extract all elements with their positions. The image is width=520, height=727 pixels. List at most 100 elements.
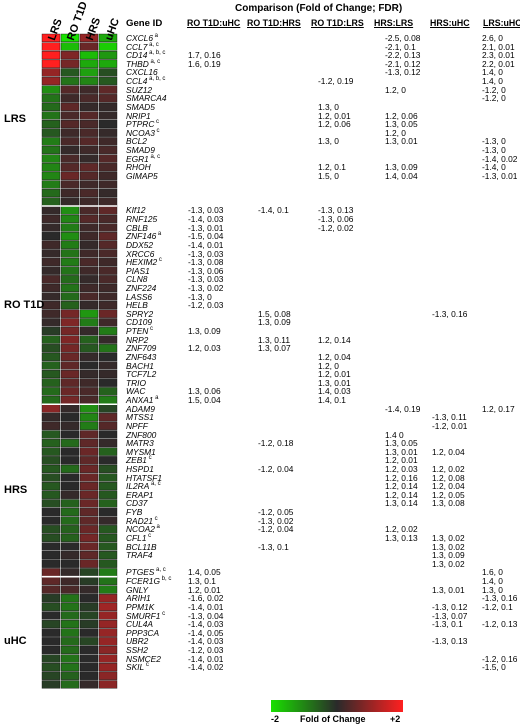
comparison-header: RO T1D:uHC xyxy=(187,18,241,28)
comparison-value: 1.3, 0.01 xyxy=(318,377,351,388)
heatmap-cell xyxy=(60,637,80,646)
heatmap-cell xyxy=(79,232,99,241)
gene-name: ZNF800 xyxy=(126,429,157,440)
heatmap-cell xyxy=(41,240,61,249)
heatmap-cell xyxy=(98,145,118,155)
heatmap-cell xyxy=(60,361,80,370)
heatmap-cell xyxy=(41,145,61,155)
heatmap-cell xyxy=(60,111,80,120)
heatmap-cell xyxy=(98,292,118,301)
heatmap-cell xyxy=(60,594,80,603)
heatmap-cell xyxy=(60,611,80,620)
comparison-value: -1.3, 0.08 xyxy=(188,257,224,268)
comparison-value: -1.3, 0.16 xyxy=(432,308,468,319)
heatmap-cell xyxy=(98,283,118,293)
gene-name: LASS6 xyxy=(126,291,153,302)
heatmap-cell xyxy=(79,68,99,77)
heatmap-cell xyxy=(79,119,99,129)
comparison-value: 1.3, 0.09 xyxy=(188,326,221,337)
comparison-value: -1.4, 0.1 xyxy=(258,205,289,216)
comparison-value: 1.2, 0 xyxy=(385,84,406,95)
gene-name: BCL2 xyxy=(126,136,147,147)
heatmap-cell xyxy=(60,680,80,689)
comparison-value: -1.3, 0.16 xyxy=(482,593,518,604)
gene-name: UBR2 xyxy=(126,636,149,647)
comparison-value: 2.6, 0 xyxy=(482,33,503,43)
gene-name: XRCC6 xyxy=(126,248,155,259)
gene-name: BACH1 xyxy=(126,360,154,371)
heatmap-cell xyxy=(79,33,99,43)
heatmap-cell xyxy=(79,507,99,517)
heatmap-cell xyxy=(60,619,80,629)
gene-name: TRAF4 xyxy=(126,550,153,561)
heatmap-cell xyxy=(41,249,61,258)
heatmap-cell xyxy=(41,499,61,508)
heatmap-cell xyxy=(60,206,80,215)
comparison-value: 1.6, 0 xyxy=(482,567,503,578)
comparison-value: -1.3, 0.12 xyxy=(432,601,468,612)
heatmap-cell xyxy=(79,663,99,672)
heatmap-cell xyxy=(79,188,99,198)
comparison-value: -1.3, 0.03 xyxy=(188,248,224,259)
comparison-value: -1.2, 0.19 xyxy=(318,76,354,87)
heatmap-cell xyxy=(60,585,80,594)
heatmap-cell xyxy=(60,85,80,94)
heatmap-cell xyxy=(41,94,61,103)
comparison-value: 1.2, 0.06 xyxy=(318,119,351,130)
comparison-value: 1.3, 0.09 xyxy=(432,550,465,561)
gene-name: SMARCA4 xyxy=(126,93,167,104)
heatmap-cell xyxy=(79,602,99,611)
gene-name: KIf12 xyxy=(126,205,146,216)
comparison-value: 1.3, 0.08 xyxy=(432,498,465,509)
heatmap-cell xyxy=(60,516,80,525)
gene-name: ZNF224 xyxy=(126,282,157,293)
heatmap-cell xyxy=(41,257,61,267)
gene-name: ERAP1 xyxy=(126,489,154,500)
comparison-value: 1.3, 0.1 xyxy=(188,576,216,587)
comparison-value: -1.4, 0.01 xyxy=(188,239,224,250)
heatmap-cell xyxy=(98,94,118,103)
heatmap-cell xyxy=(41,430,61,439)
heatmap-cell xyxy=(98,85,118,94)
comparison-value: -2.1, 0.12 xyxy=(385,58,421,69)
gene-footnote: c xyxy=(154,119,160,126)
comparison-header: HRS:uHC xyxy=(430,18,470,28)
heatmap-cell xyxy=(41,516,61,525)
heatmap-cell xyxy=(79,680,99,689)
comparison-value: -1.4, 0.03 xyxy=(188,619,224,630)
comparison-value: 1.2, 0.14 xyxy=(385,489,418,500)
heatmap-cell xyxy=(98,645,118,655)
heatmap-cell xyxy=(60,171,80,180)
legend-colorbar xyxy=(271,700,403,712)
gene-footnote: a, c xyxy=(147,41,159,48)
comparison-value: 1.2, 0.04 xyxy=(432,446,465,457)
heatmap-cell xyxy=(79,671,99,680)
comparison-value: 1.3, 0.01 xyxy=(432,584,465,595)
heatmap-cell xyxy=(98,663,118,672)
heatmap-cell xyxy=(60,499,80,508)
heatmap-cell xyxy=(60,102,80,111)
gene-name: SPRY2 xyxy=(126,308,154,319)
heatmap-cell xyxy=(41,361,61,370)
group-label: RO T1D xyxy=(4,298,45,311)
legend-min: -2 xyxy=(271,714,280,724)
gene-name: MYSM1 xyxy=(126,446,156,457)
comparison-value: 1.3, 0.14 xyxy=(385,498,418,509)
heatmap-cell xyxy=(79,473,99,482)
heatmap-cell xyxy=(60,551,80,560)
heatmap-cell xyxy=(60,223,80,232)
comparison-value: 1.2, 0.17 xyxy=(482,403,515,414)
comparison-value: 2.3, 0.01 xyxy=(482,50,515,61)
gene-name: CD37 xyxy=(126,498,148,509)
comparison-value: 1.3, 0.09 xyxy=(385,162,418,173)
heatmap-cell xyxy=(60,335,80,344)
heatmap-cell xyxy=(60,507,80,517)
heatmap-cell xyxy=(98,154,118,163)
heatmap-cell xyxy=(60,283,80,293)
comparison-value: -1.3, 0.02 xyxy=(258,515,294,526)
heatmap-cell xyxy=(60,163,80,172)
gene-name: IL2RA a, c xyxy=(126,481,161,492)
heatmap-cell xyxy=(41,602,61,611)
heatmap-cell xyxy=(41,456,61,465)
heatmap-cell xyxy=(98,361,118,370)
